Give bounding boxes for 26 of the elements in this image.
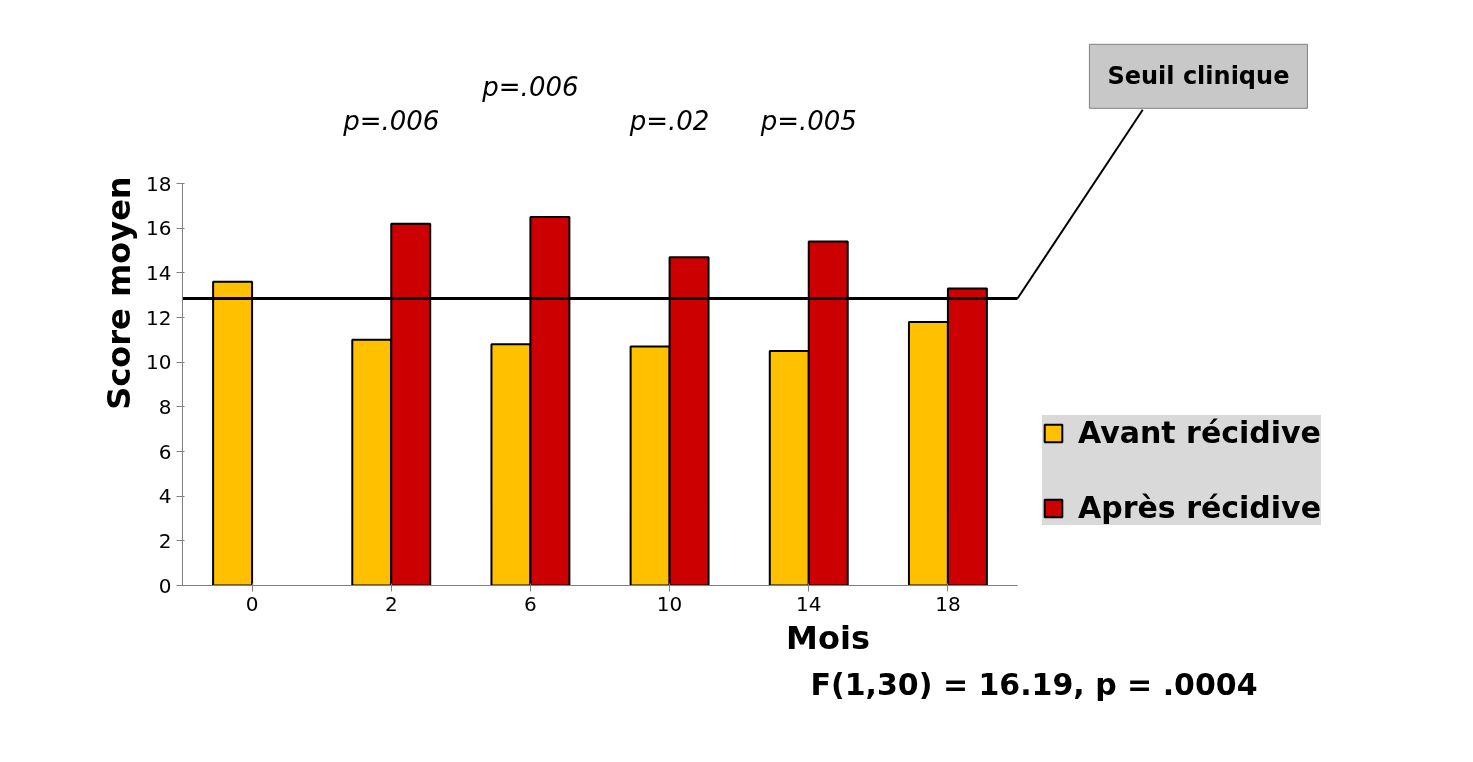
text: p=.006 (481, 72, 579, 103)
y-tick-label: 4 (158, 484, 172, 509)
x-tick-label: 2 (384, 591, 398, 616)
legend-label: Après récidive (1078, 490, 1322, 525)
y-tick-label: 18 (146, 171, 172, 196)
x-tick-label: 6 (524, 591, 537, 616)
text: p=.02 (628, 105, 710, 136)
y-tick-label: 16 (146, 216, 172, 241)
y-tick-label: 0 (158, 573, 172, 598)
y-axis-title: Score moyen (100, 176, 139, 410)
text: F(1,30) = 16.19, p = .0004 (810, 666, 1258, 702)
y-tick-label: 6 (158, 439, 172, 464)
x-tick-label: 10 (656, 591, 683, 616)
y-tick-label: 2 (158, 528, 172, 553)
y-tick-label: 12 (146, 305, 172, 330)
x-tick-label: 0 (245, 591, 259, 616)
x-tick-label: 14 (796, 591, 822, 616)
ref-line-label: Seuil clinique (1107, 62, 1290, 91)
legend-label: Avant récidive (1078, 415, 1321, 450)
x-axis-title: Mois (786, 618, 870, 657)
x-tick-label: 18 (935, 591, 961, 616)
y-tick-label: 14 (146, 260, 172, 285)
y-tick-label: 8 (158, 394, 172, 419)
text: p=.006 (342, 105, 440, 136)
y-tick-label: 10 (146, 350, 172, 375)
text: p=.005 (759, 105, 857, 136)
